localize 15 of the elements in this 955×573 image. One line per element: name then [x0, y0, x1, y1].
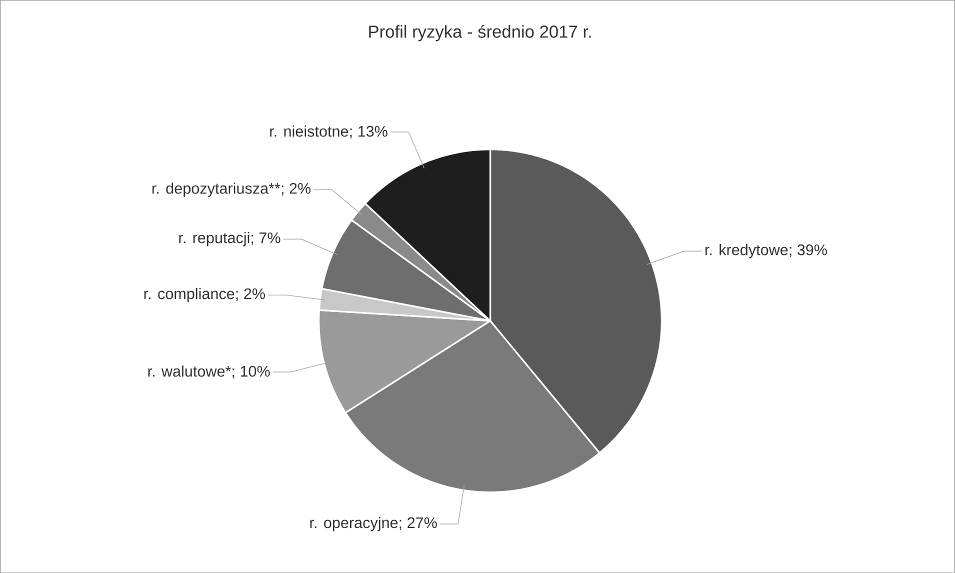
- data-label: ; 27%: [400, 517, 437, 530]
- chart-title: Profil ryzyka - średnio 2017 r.: [369, 24, 591, 42]
- data-label: ; 7%: [252, 232, 280, 245]
- data-label: ; 2%: [236, 288, 265, 301]
- slice-label: r. kredytowe: [705, 244, 788, 258]
- slice-label: r. compliance: [144, 288, 234, 302]
- slice-label: r. walutowe*: [148, 365, 231, 377]
- slice-label: r. reputacji: [179, 232, 250, 246]
- data-label: ; 10%: [232, 366, 270, 378]
- data-label: ; 13%: [350, 126, 388, 138]
- slice-label: r. nieistotne: [270, 125, 348, 137]
- data-label: ; 2%: [282, 182, 311, 196]
- slice-label: r. operacyjne: [310, 516, 398, 532]
- data-label: ; 39%: [790, 244, 827, 257]
- slice-label: r. depozytariusza**: [152, 182, 280, 197]
